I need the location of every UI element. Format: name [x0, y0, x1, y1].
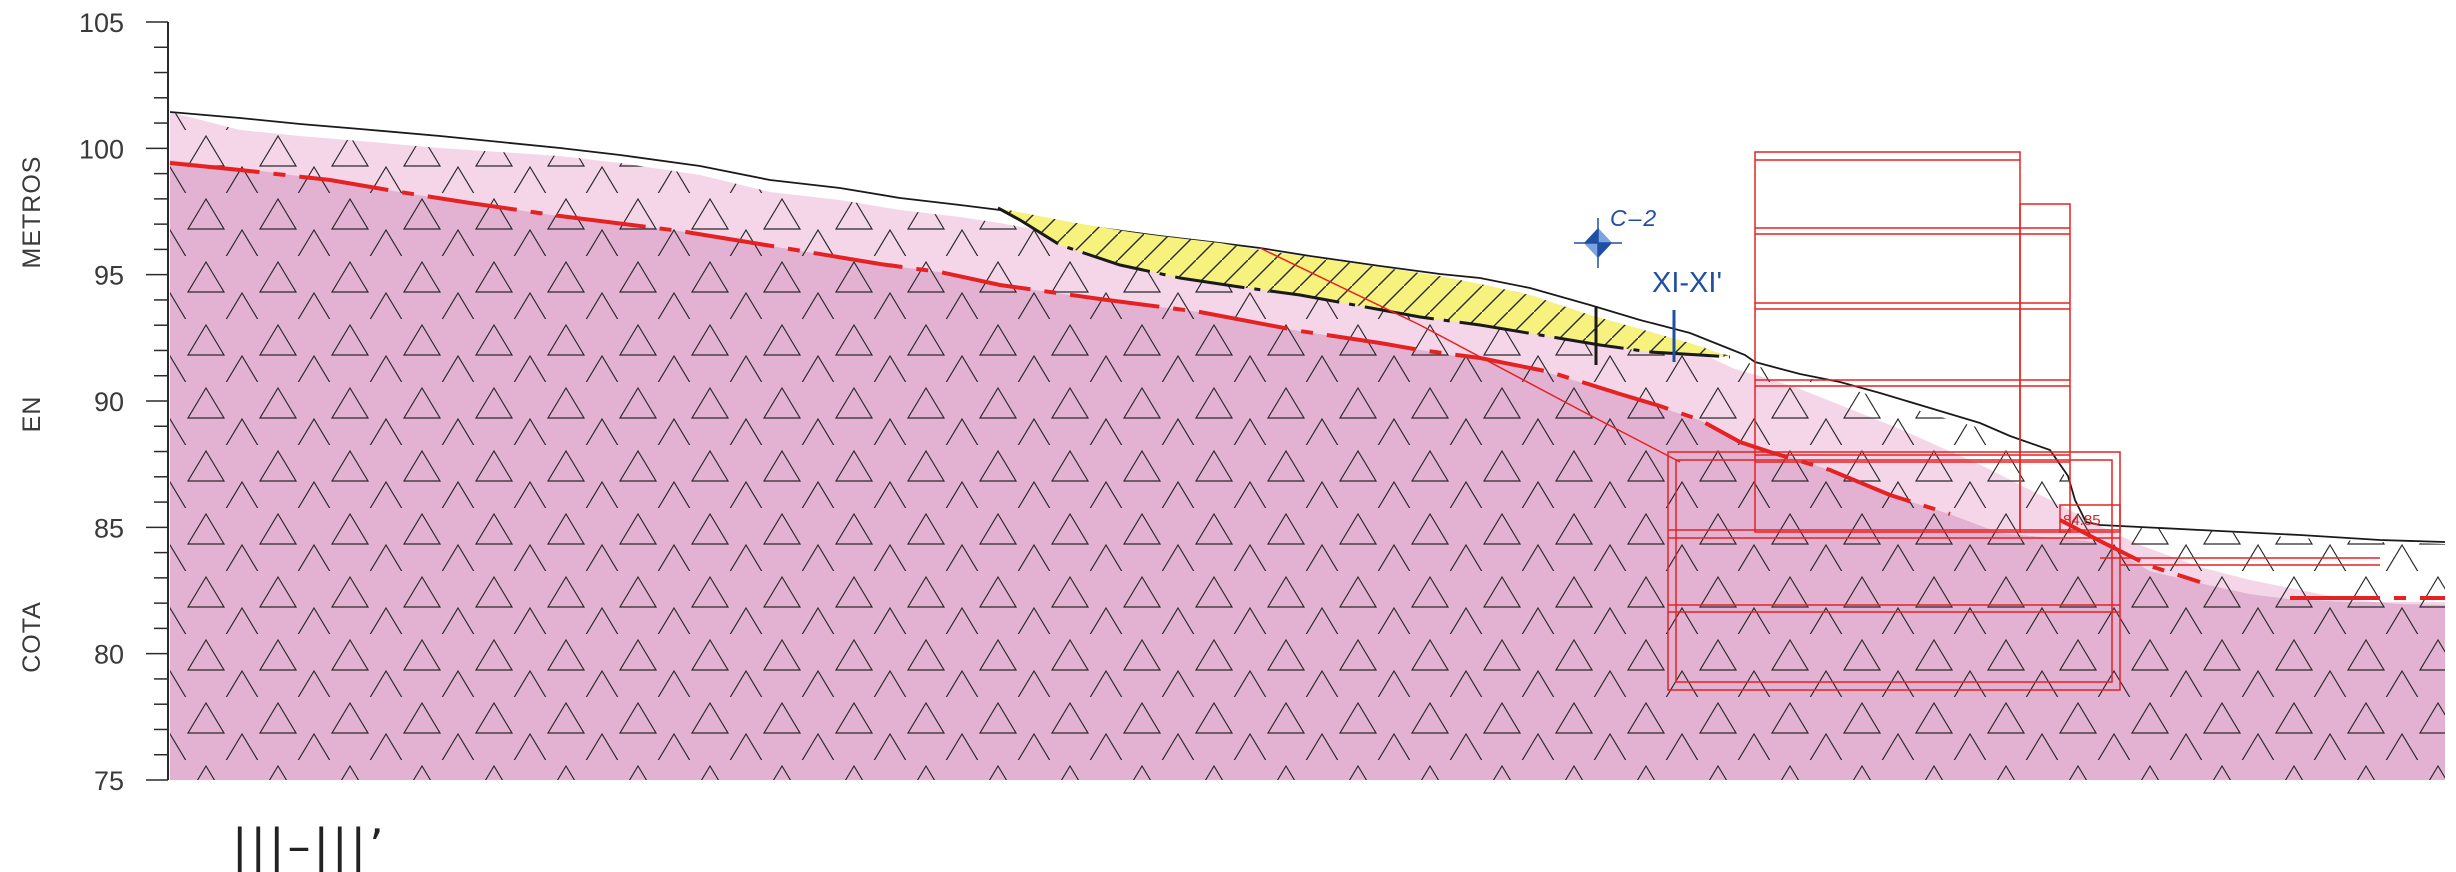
axis-tick-label: 90: [94, 387, 124, 417]
fill-deposit-hatch: [998, 208, 1730, 357]
building-level-label: 84.85: [2063, 512, 2101, 529]
axis-minor-ticks: [146, 21, 168, 781]
below-bottom-mask: [0, 781, 2456, 872]
axis-major-ticks: 75 80 85 90 95 100 105: [79, 8, 124, 796]
axis-word-metros: METROS: [18, 156, 46, 269]
ground-surface-line: [169, 111, 2446, 543]
thin-fault-line: [1259, 247, 1681, 463]
axis-tick-label: 80: [94, 640, 124, 670]
section-mark: |||–|||’: [232, 819, 387, 872]
contact-line-upper: [169, 161, 1951, 516]
axis-word-en: EN: [18, 396, 46, 433]
borehole-marker: [1574, 218, 1622, 268]
axis-tick-label: 95: [94, 261, 124, 291]
building-outline: [1667, 151, 2380, 691]
axis-word-cota: COTA: [18, 601, 46, 673]
axis-tick-label: 100: [79, 134, 124, 164]
axis-tick-label: 75: [94, 766, 124, 796]
cross-section-label: XI-XI': [1652, 267, 1722, 299]
elevation-axis: 75 80 85 90 95 100 105: [79, 8, 169, 796]
axis-tick-label: 85: [94, 513, 124, 543]
sky-mask: [170, 0, 2456, 780]
axis-tick-label: 105: [79, 8, 124, 38]
borehole-label: C–2: [1610, 205, 1658, 231]
